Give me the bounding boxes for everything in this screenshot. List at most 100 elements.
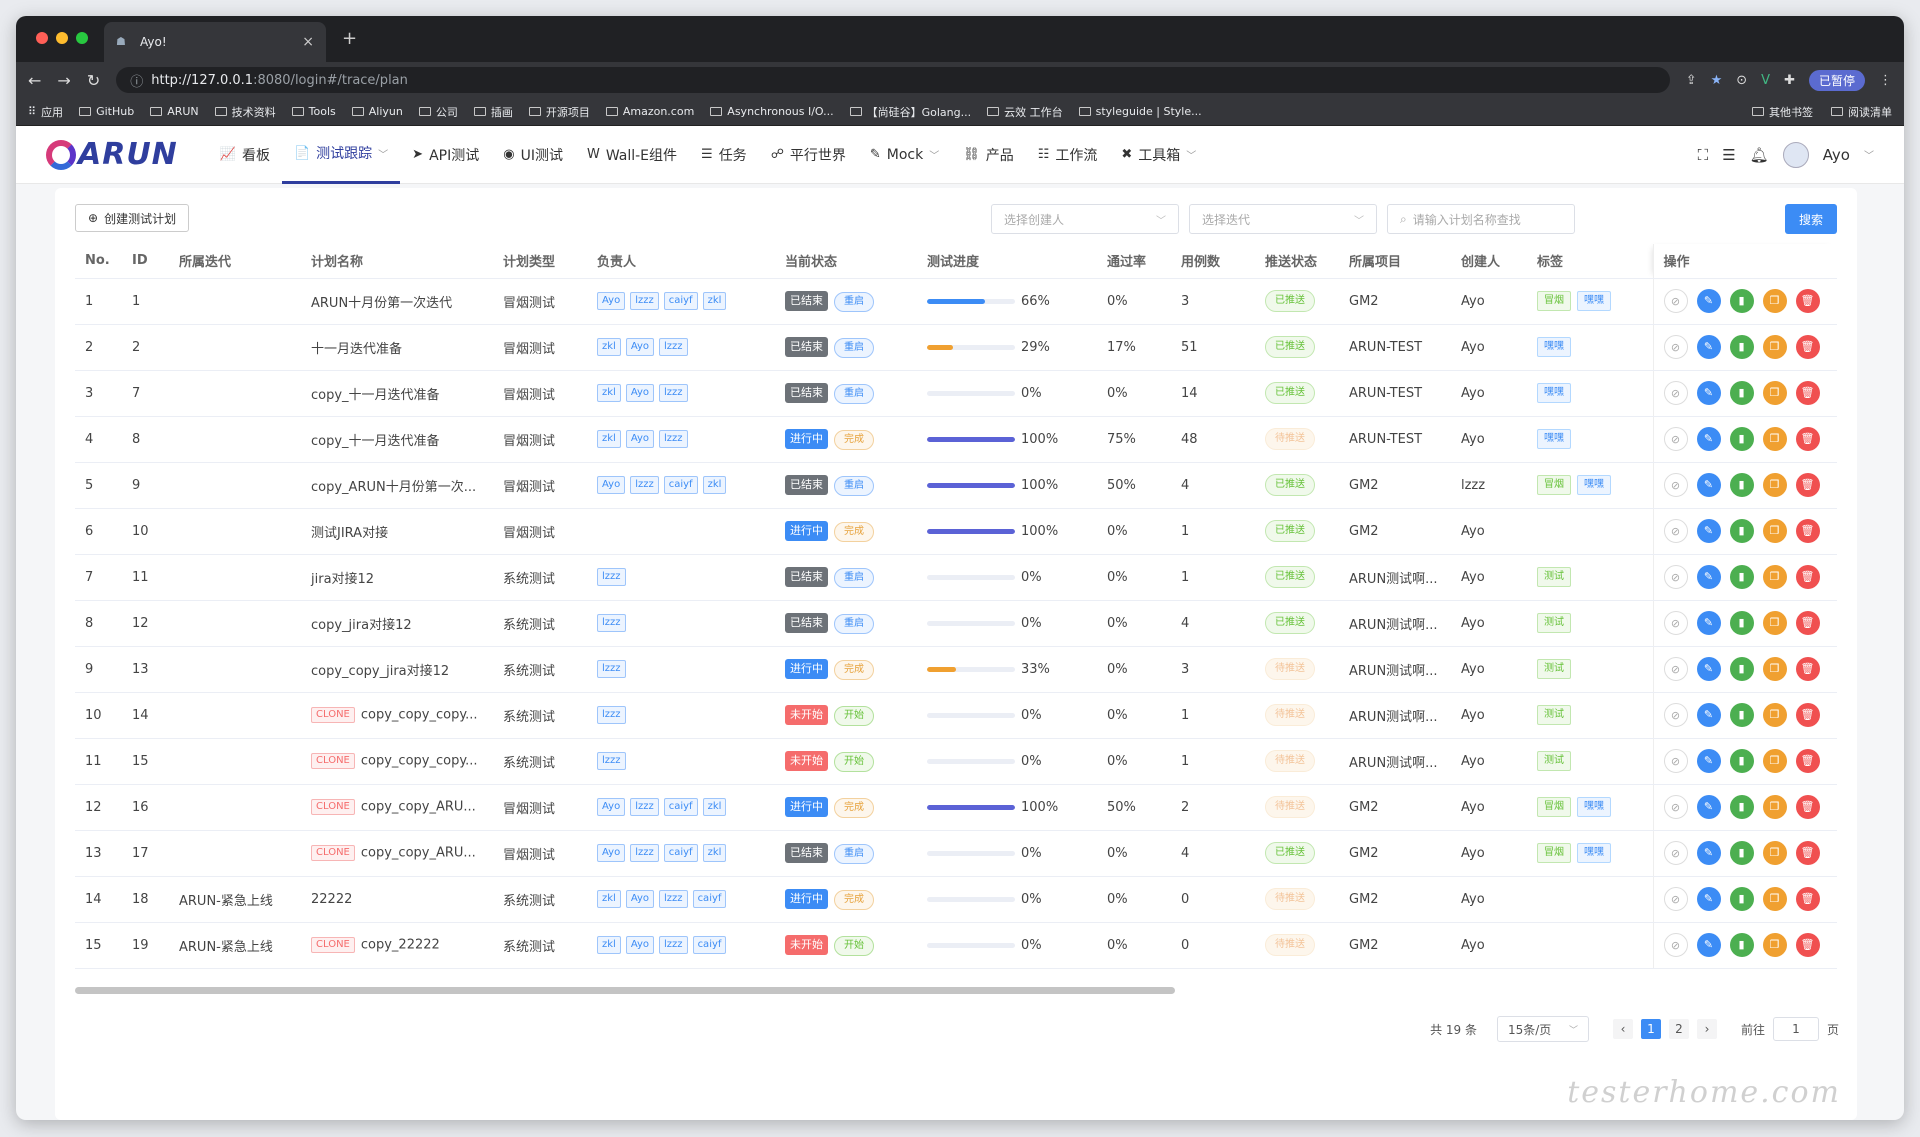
more-menu-icon[interactable]: ⋮ xyxy=(1879,72,1892,88)
copy-icon[interactable]: ❐ xyxy=(1762,841,1787,865)
bookmark-item[interactable]: ⠿ 应用 xyxy=(28,104,63,120)
copy-icon[interactable]: ❐ xyxy=(1762,519,1787,543)
edit-icon[interactable]: ✎ xyxy=(1696,933,1721,957)
bookmark-item[interactable]: 技术资料 xyxy=(214,104,276,120)
status-action-button[interactable]: 完成 xyxy=(834,797,874,818)
horizontal-scrollbar[interactable] xyxy=(75,987,1175,994)
status-action-button[interactable]: 重启 xyxy=(834,613,874,634)
bookmark-item[interactable]: Aliyun xyxy=(351,105,403,118)
table-row[interactable]: 7 11 jira对接12 系统测试 lzzz 已结束 重启 0% 0% 1 已推送 ARUN测试啊.… xyxy=(75,554,1837,601)
plan-name-link[interactable]: copy_十一月迭代准备 xyxy=(311,433,440,449)
bookmark-item[interactable]: 阅读清单 xyxy=(1831,104,1892,120)
page-number-button[interactable]: 2 xyxy=(1668,1019,1689,1039)
page-number-button[interactable]: 1 xyxy=(1640,1019,1661,1039)
status-action-button[interactable]: 重启 xyxy=(834,567,874,588)
vue-devtools-icon[interactable]: V xyxy=(1761,72,1771,88)
bookmark-item[interactable]: 【尚硅谷】Golang... xyxy=(849,104,971,120)
delete-icon[interactable]: 🗑︎ xyxy=(1795,657,1820,681)
table-row[interactable]: 13 17 CLONE copy_copy_ARU... 冒烟测试 Ayo lzzz caiy… xyxy=(75,830,1837,877)
table-row[interactable]: 8 12 copy_jira对接12 系统测试 lzzz 已结束 重启 0% 0% 4 已推送 ARU… xyxy=(75,600,1837,647)
url-field[interactable]: ⓘ http://127.0.0.1 :8080/login#/trace/pl… xyxy=(116,67,1670,93)
bookmark-item[interactable]: Tools xyxy=(291,105,336,118)
close-window-button[interactable] xyxy=(36,32,48,44)
copy-icon[interactable]: ❐ xyxy=(1762,565,1787,589)
table-row[interactable]: 9 13 copy_copy_jira对接12 系统测试 lzzz 进行中 完成 33% 0% 3… xyxy=(75,646,1837,693)
status-action-button[interactable]: 重启 xyxy=(834,843,874,864)
link-icon[interactable]: ⊘ xyxy=(1663,565,1688,589)
menu-item-6[interactable]: ☍ 平行世界 xyxy=(759,126,858,184)
delete-icon[interactable]: 🗑︎ xyxy=(1795,611,1820,635)
edit-icon[interactable]: ✎ xyxy=(1696,795,1721,819)
edit-icon[interactable]: ✎ xyxy=(1696,381,1721,405)
creator-select[interactable]: 选择创建人 ﹀ xyxy=(991,204,1179,234)
report-icon[interactable]: ▮ xyxy=(1729,749,1754,773)
report-icon[interactable]: ▮ xyxy=(1729,381,1754,405)
menu-item-3[interactable]: ◉ UI测试 xyxy=(491,126,575,184)
delete-icon[interactable]: 🗑︎ xyxy=(1795,473,1820,497)
bookmark-star-icon[interactable]: ★ xyxy=(1710,72,1723,88)
table-row[interactable]: 14 18 ARUN-紧急上线 22222 系统测试 zkl Ayo lzzz caiyf 进行中… xyxy=(75,876,1837,923)
status-action-button[interactable]: 重启 xyxy=(834,291,874,312)
edit-icon[interactable]: ✎ xyxy=(1696,749,1721,773)
link-icon[interactable]: ⊘ xyxy=(1663,887,1688,911)
status-action-button[interactable]: 开始 xyxy=(834,705,874,726)
link-icon[interactable]: ⊘ xyxy=(1663,795,1688,819)
copy-icon[interactable]: ❐ xyxy=(1762,381,1787,405)
fullscreen-icon[interactable]: ⛶ xyxy=(1697,145,1709,164)
notification-bell-icon[interactable]: 🔔︎ xyxy=(1749,145,1769,164)
bookmark-item[interactable]: styleguide | Style... xyxy=(1078,105,1202,118)
status-action-button[interactable]: 重启 xyxy=(834,475,874,496)
create-plan-button[interactable]: ⊕ 创建测试计划 xyxy=(75,204,190,232)
report-icon[interactable]: ▮ xyxy=(1729,427,1754,451)
forward-icon[interactable]: → xyxy=(57,70,71,90)
copy-icon[interactable]: ❐ xyxy=(1762,887,1787,911)
plan-name-link[interactable]: copy_22222 xyxy=(360,937,440,953)
report-icon[interactable]: ▮ xyxy=(1729,473,1754,497)
link-icon[interactable]: ⊘ xyxy=(1663,381,1688,405)
edit-icon[interactable]: ✎ xyxy=(1696,841,1721,865)
link-icon[interactable]: ⊘ xyxy=(1663,749,1688,773)
table-row[interactable]: 2 2 十一月迭代准备 冒烟测试 zkl Ayo lzzz 已结束 重启 29% 17% 51 已推送 A… xyxy=(75,324,1837,371)
report-icon[interactable]: ▮ xyxy=(1729,335,1754,359)
link-icon[interactable]: ⊘ xyxy=(1663,289,1688,313)
plan-name-link[interactable]: 测试JIRA对接 xyxy=(311,525,389,541)
bookmark-item[interactable]: GitHub xyxy=(79,105,134,118)
report-icon[interactable]: ▮ xyxy=(1729,565,1754,589)
table-row[interactable]: 11 15 CLONE copy_copy_copy... 系统测试 lzzz 未开始 开始 0… xyxy=(75,738,1837,785)
menu-item-0[interactable]: 📈 看板 xyxy=(208,126,282,184)
plan-name-link[interactable]: copy_jira对接12 xyxy=(311,617,412,633)
edit-icon[interactable]: ✎ xyxy=(1696,887,1721,911)
menu-item-5[interactable]: ☰ 任务 xyxy=(689,126,759,184)
table-row[interactable]: 10 14 CLONE copy_copy_copy... 系统测试 lzzz 未开始 开始 0… xyxy=(75,692,1837,739)
plan-name-link[interactable]: copy_copy_copy... xyxy=(360,707,478,723)
plan-name-link[interactable]: 22222 xyxy=(311,891,353,907)
edit-icon[interactable]: ✎ xyxy=(1696,519,1721,543)
copy-icon[interactable]: ❐ xyxy=(1762,749,1787,773)
edit-icon[interactable]: ✎ xyxy=(1696,335,1721,359)
table-row[interactable]: 1 1 ARUN十月份第一次迭代 冒烟测试 Ayo lzzz caiyf zkl 已结束 重启 66… xyxy=(75,278,1837,325)
delete-icon[interactable]: 🗑︎ xyxy=(1795,335,1820,359)
delete-icon[interactable]: 🗑︎ xyxy=(1795,887,1820,911)
bookmark-item[interactable]: Amazon.com xyxy=(605,105,694,118)
link-icon[interactable]: ⊘ xyxy=(1663,657,1688,681)
delete-icon[interactable]: 🗑︎ xyxy=(1795,519,1820,543)
browser-tab[interactable]: ☗ Ayo! × xyxy=(104,22,326,62)
bookmark-item[interactable]: 其他书签 xyxy=(1752,104,1813,120)
search-button[interactable]: 搜索 xyxy=(1785,204,1837,234)
plan-name-link[interactable]: jira对接12 xyxy=(311,571,375,587)
prev-page-icon[interactable]: ‹ xyxy=(1612,1019,1633,1039)
copy-icon[interactable]: ❐ xyxy=(1762,473,1787,497)
menu-item-4[interactable]: W Wall-E组件 xyxy=(575,126,689,184)
plan-name-link[interactable]: 十一月迭代准备 xyxy=(311,341,403,357)
back-icon[interactable]: ← xyxy=(28,70,42,90)
new-tab-button[interactable]: + xyxy=(342,28,358,49)
share-icon[interactable]: ⇪ xyxy=(1685,72,1697,88)
plan-name-link[interactable]: copy_copy_jira对接12 xyxy=(311,663,450,679)
copy-icon[interactable]: ❐ xyxy=(1762,427,1787,451)
copy-icon[interactable]: ❐ xyxy=(1762,703,1787,727)
avatar[interactable] xyxy=(1782,141,1809,168)
edit-icon[interactable]: ✎ xyxy=(1696,289,1721,313)
link-icon[interactable]: ⊘ xyxy=(1663,519,1688,543)
menu-item-1[interactable]: 📄 测试跟踪 ﹀ xyxy=(281,126,401,184)
site-info-icon[interactable]: ⓘ xyxy=(130,74,144,90)
